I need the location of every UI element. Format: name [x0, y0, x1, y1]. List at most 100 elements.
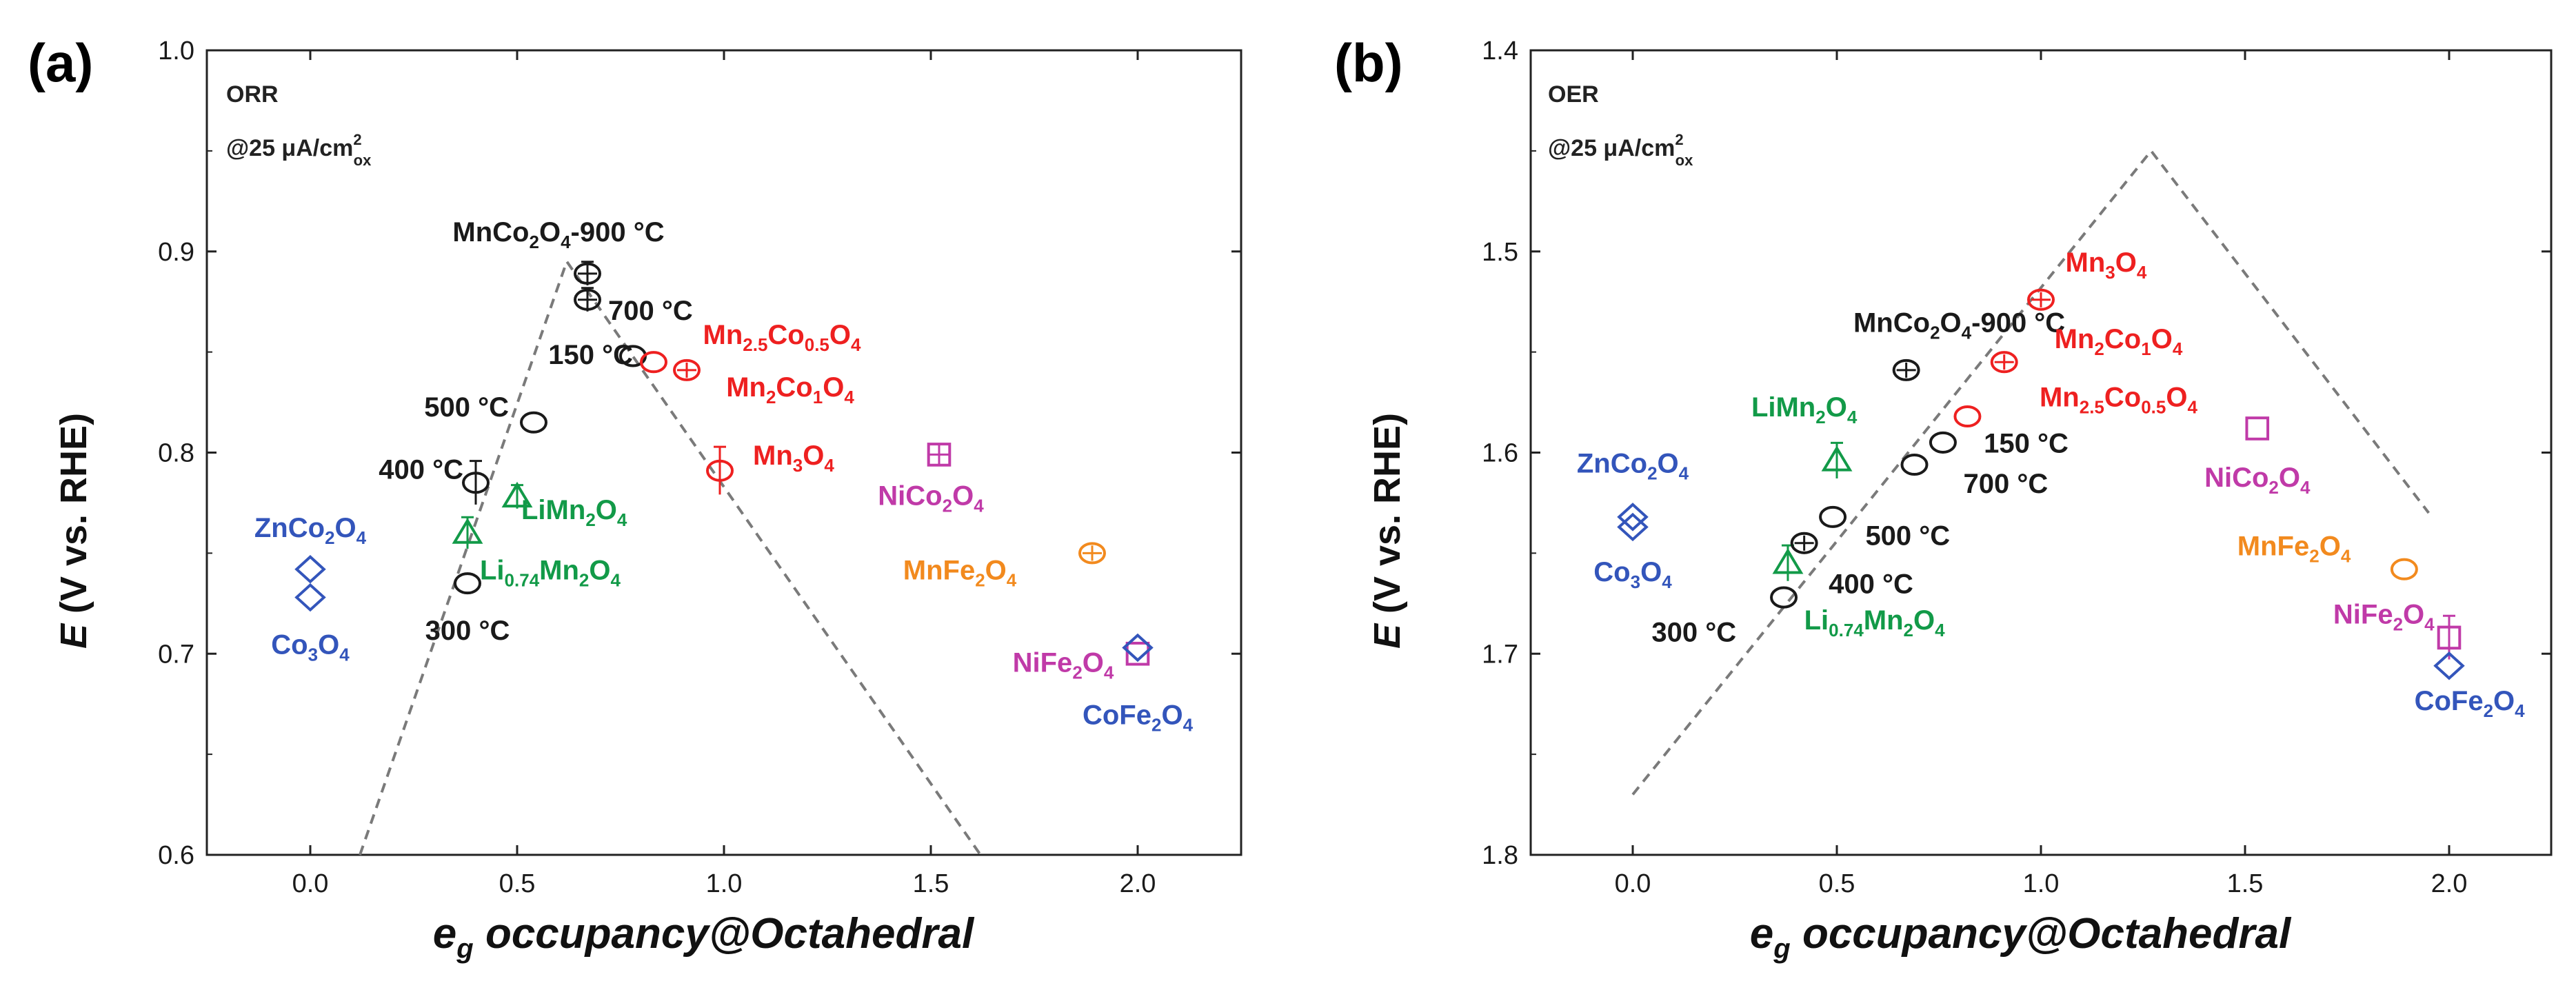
label-subscript: 4 [339, 644, 350, 665]
label-subscript: 2 [579, 569, 589, 590]
label-subscript: 4 [2173, 338, 2183, 359]
panel-b-annotation-label: MnFe2O4 [2237, 531, 2351, 566]
panel-b-annotation-label: 300 °C [1651, 618, 1736, 648]
panel-b-x-tick-label: 0.0 [1615, 869, 1651, 898]
panel-a-annotation-label: 500 °C [424, 392, 509, 423]
panel-b-annotation-label: LiMn2O4 [1751, 392, 1858, 427]
label-text: Mn [1864, 605, 1904, 636]
label-text: MnCo [452, 217, 529, 247]
panel-a-data-point-diamond [1122, 633, 1154, 663]
panel-b-xlabel-main: e [1750, 910, 1773, 958]
label-text: Co [1593, 557, 1630, 587]
panel-a-y-tick-label: 1.0 [158, 37, 194, 65]
label-text: O [2166, 382, 2187, 412]
panel-b-data-point-circle [1900, 453, 1929, 476]
panel-a-data-point-circle [454, 572, 481, 595]
label-subscript: 1 [813, 387, 823, 407]
label-subscript: 2.5 [2080, 396, 2104, 417]
marker-circle [1770, 586, 1798, 609]
label-text: O [985, 555, 1007, 585]
label-text: Co [2104, 382, 2141, 412]
label-text: O [596, 495, 617, 525]
panel-a-title-line2: @25 μA/cm2 ox [226, 131, 372, 169]
label-subscript: 4 [1847, 407, 1858, 427]
panel-a-title-main: @25 μA/cm [226, 135, 353, 161]
label-text: O [1913, 605, 1935, 636]
label-text: O [2115, 247, 2137, 278]
label-text: 500 °C [1865, 521, 1950, 552]
panel-a-title-sup: 2 [353, 131, 361, 148]
label-text: MnCo [1853, 307, 1930, 338]
label-subscript: 3 [2105, 262, 2115, 283]
panel-b-data-point-circle-cross [1990, 351, 2018, 374]
panel-b-volcano-guide-line [1631, 148, 2430, 796]
panel-a-y-tick-label: 0.7 [158, 640, 194, 669]
label-text: O [2151, 324, 2173, 354]
panel-a-x-tick-label: 0.0 [292, 869, 329, 898]
label-subscript: 4 [1679, 463, 1689, 484]
panel-a-ylabel-main: E [53, 623, 94, 649]
marker-circle [1819, 505, 1847, 528]
panel-a-x-tick-label: 2.0 [1120, 869, 1156, 898]
panel-a-label: (a) [28, 32, 93, 93]
marker-triangle [452, 518, 483, 544]
label-subscript: 2 [2309, 545, 2319, 566]
marker-circle [520, 411, 547, 434]
label-subscript: 4 [824, 455, 834, 476]
panel-a-annotation-label: Li0.74Mn2O4 [480, 555, 621, 590]
label-text: NiFe [1013, 648, 1073, 678]
panel-b-annotation-label: NiCo2O4 [2204, 463, 2311, 498]
panel-b-data-point-circle [1929, 431, 1957, 454]
label-text: NiFe [2333, 599, 2393, 629]
marker-circle [574, 262, 601, 285]
panel-a-annotation-label: 400 °C [379, 454, 463, 485]
marker-diamond [1122, 633, 1154, 663]
label-subscript: 2 [975, 569, 985, 590]
panel-b-title-line2: @25 μA/cm2 ox [1548, 131, 1693, 169]
panel-a-annotation-label: LiMn2O4 [521, 495, 627, 530]
panel-a-data-point-circle [520, 411, 547, 434]
label-text: Mn [2040, 382, 2080, 412]
panel-b-data-point-circle [1819, 505, 1847, 528]
panel-b-annotation-label: Mn3O4 [2066, 247, 2147, 283]
panel-b-axes: 1.4 1.5 1.6 1.7 1.8 0.0 0.5 1.0 1.5 2.0 [1482, 37, 2551, 898]
panel-b-y-axis-label: E (V vs. RHE) [1367, 413, 1408, 649]
label-subscript: 3 [793, 455, 803, 476]
marker-circle [1892, 358, 1920, 381]
panel-b-ylabel-rest: (V vs. RHE) [1367, 413, 1408, 624]
marker-circle [706, 459, 734, 482]
label-subscript: 4 [851, 334, 861, 355]
panel-a-annotation-label: Mn2.5Co0.5O4 [703, 320, 862, 355]
label-text: O [335, 513, 356, 543]
panel-b-data-point-diamond [1617, 503, 1649, 532]
panel-b-title-line1: OER [1548, 81, 1599, 108]
panel-b-guide [1631, 148, 2430, 796]
panel-a-data-point-diamond [294, 555, 326, 584]
panel-a-annotation-label: NiCo2O4 [878, 481, 984, 516]
panel-b-annotation-label: 400 °C [1829, 569, 1913, 600]
panel-b-y-tick-label: 1.7 [1482, 640, 1518, 669]
label-text: Mn [753, 441, 793, 471]
label-subscript: 4 [2300, 477, 2311, 498]
label-text: ZnCo [1577, 449, 1647, 479]
panel-b-x-tick-label: 2.0 [2431, 869, 2468, 898]
panel-b-data-point-square [2245, 416, 2270, 441]
label-subscript: 4 [2341, 545, 2351, 566]
marker-circle [640, 351, 667, 374]
marker-circle [2027, 288, 2055, 311]
label-text: Mn [2055, 324, 2095, 354]
label-text: O [2320, 531, 2341, 561]
label-subscript: 2 [2268, 477, 2278, 498]
panel-b-oer: (b) E (V vs. RHE) eg occupancy@Octahedra… [1334, 32, 2553, 964]
panel-b-x-tick-label: 0.5 [1819, 869, 1855, 898]
panel-a-x-tick-label: 1.5 [913, 869, 949, 898]
label-text: Co [767, 320, 804, 350]
panel-b-annotation-label: 700 °C [1964, 469, 2049, 499]
label-text: 400 °C [1829, 569, 1913, 600]
panel-b-data-point-circle [1770, 586, 1798, 609]
panel-a-annotation-label: MnCo2O4-900 °C [452, 217, 664, 252]
label-text: Co [2104, 324, 2141, 354]
label-subscript: 2 [2393, 614, 2403, 634]
panel-b-annotation-label: Co3O4 [1593, 557, 1672, 592]
